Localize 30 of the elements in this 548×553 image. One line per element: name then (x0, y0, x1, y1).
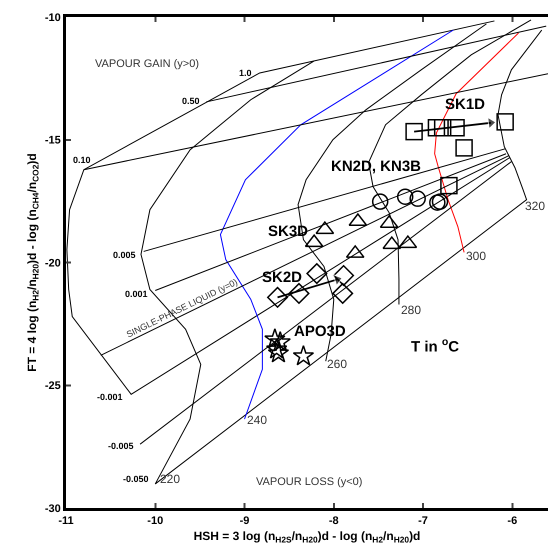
annotation: 280 (401, 303, 422, 317)
x-tick-label: -7 (418, 515, 428, 528)
annotation: 0.005 (113, 250, 136, 260)
annotation: SK2D (262, 269, 302, 286)
x-tick-label: -9 (240, 515, 250, 528)
y-tick-label: -25 (44, 380, 61, 392)
annotation: 240 (247, 413, 268, 427)
y-tick-label: -30 (44, 502, 61, 515)
y-tick-label: -15 (44, 134, 61, 147)
x-tick-label: -6 (507, 515, 518, 528)
annotation: 0.50 (182, 96, 200, 106)
annotation: VAPOUR LOSS (y<0) (256, 476, 362, 488)
y-tick-label: -20 (44, 257, 61, 270)
y-tick-label: -10 (44, 12, 61, 24)
annotation: 0.001 (125, 289, 148, 299)
annotation: -0.001 (97, 392, 123, 402)
x-tick-label: -8 (328, 515, 339, 528)
annotation: -0.005 (108, 441, 134, 451)
annotation: 260 (327, 357, 348, 371)
annotation: 1.0 (239, 68, 252, 78)
annotation: 0.10 (73, 155, 91, 165)
annotation: -0.050 (123, 474, 149, 484)
annotation: T in $^{o}$C (411, 336, 460, 356)
annotation: 220 (160, 472, 180, 486)
annotation: VAPOUR GAIN (y>0) (95, 58, 200, 70)
x-tick-label: -10 (147, 515, 164, 528)
annotation: 320 (525, 199, 546, 213)
annotation: 300 (466, 249, 486, 263)
text: HSH = 3 log (n$_{H2S}$/n$_{H20}$)d - log (n$_{H2}$/n$_{H20}$)d (194, 529, 420, 545)
x-tick-label: -11 (58, 515, 74, 528)
